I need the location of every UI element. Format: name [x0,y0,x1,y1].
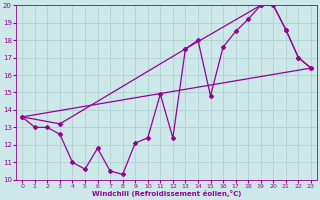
X-axis label: Windchill (Refroidissement éolien,°C): Windchill (Refroidissement éolien,°C) [92,190,241,197]
